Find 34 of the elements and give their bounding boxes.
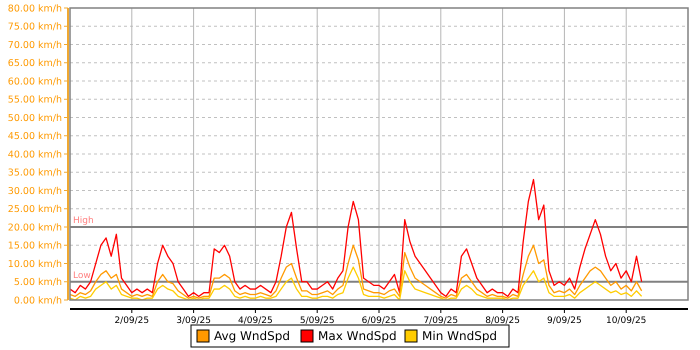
x-tick-label: 4/09/25 <box>238 316 273 326</box>
y-tick-label: 75.00 km/h <box>8 22 62 33</box>
x-tick-label: 9/09/25 <box>547 316 582 326</box>
y-tick-label: 25.00 km/h <box>8 204 62 216</box>
x-tick-label: 3/09/25 <box>176 316 211 326</box>
line-series <box>69 244 642 299</box>
y-tick-label: 55.00 km/h <box>8 94 62 106</box>
y-tick-label: 5.00 km/h <box>14 277 62 288</box>
x-tick-label: 8/09/25 <box>485 316 520 326</box>
line-series <box>69 266 642 301</box>
y-tick-label: 50.00 km/h <box>8 112 62 124</box>
x-tick-label: 2/09/25 <box>114 316 150 326</box>
ref-line-label: Low <box>73 270 91 281</box>
y-tick-label: 20.00 km/h <box>8 222 62 234</box>
y-tick-label: 60.00 km/h <box>8 76 62 88</box>
x-tick-label: 10/09/25 <box>606 316 646 326</box>
y-tick-label: 0.00 km/h <box>14 295 62 306</box>
y-tick-label: 40.00 km/h <box>8 149 62 160</box>
y-tick-label: 45.00 km/h <box>8 131 62 142</box>
x-tick-label: 7/09/25 <box>423 316 458 326</box>
line-series <box>69 178 642 297</box>
y-tick-label: 15.00 km/h <box>8 240 62 252</box>
legend-label: Max WndSpd <box>318 329 397 343</box>
y-tick-label: 30.00 km/h <box>8 186 62 197</box>
y-tick-label: 70.00 km/h <box>8 40 62 51</box>
x-tick-label: 6/09/25 <box>362 316 396 326</box>
legend-label: Avg WndSpd <box>214 329 290 343</box>
y-tick-label: 80.00 km/h <box>8 3 62 14</box>
y-tick-label: 65.00 km/h <box>8 58 62 70</box>
y-tick-label: 35.00 km/h <box>8 168 62 179</box>
x-tick-label: 5/09/25 <box>300 316 335 326</box>
y-tick-label: 10.00 km/h <box>8 258 62 270</box>
legend-label: Min WndSpd <box>422 329 498 343</box>
ref-line-label: High <box>73 216 94 226</box>
